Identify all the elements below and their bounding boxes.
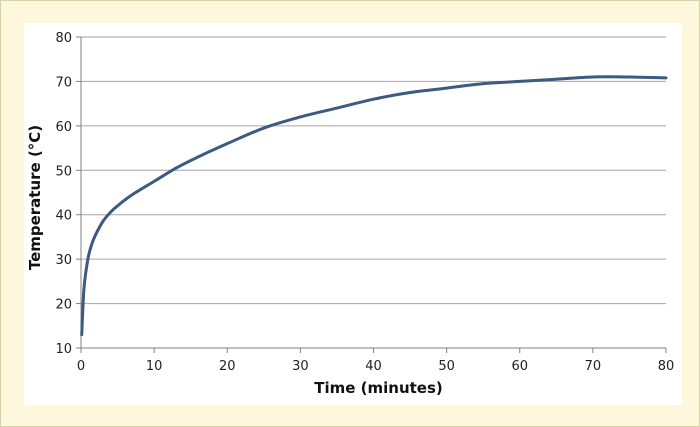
x-tick-label: 0: [77, 359, 85, 374]
x-axis-title: Time (minutes): [314, 379, 443, 397]
y-axis-title: Temperature (°C): [26, 125, 44, 270]
x-tick-label: 60: [511, 359, 528, 374]
y-tick-label: 10: [55, 342, 72, 357]
line-chart: 10 20 30 40 50 60 70 80 0 10 20 30 40 50 60 70 80 Time (…: [26, 31, 674, 397]
y-tick-label: 20: [55, 298, 72, 313]
x-tick-label: 40: [365, 359, 382, 374]
axes: [76, 36, 667, 353]
x-tick-label: 20: [219, 359, 236, 374]
y-tick-label: 30: [55, 253, 72, 268]
x-tick-label: 10: [146, 359, 163, 374]
y-tick-label: 60: [55, 120, 72, 135]
y-tick-label: 80: [55, 31, 72, 46]
x-tick-label: 80: [658, 359, 675, 374]
chart-panel: 10 20 30 40 50 60 70 80 0 10 20 30 40 50 60 70 80 Time (…: [24, 23, 682, 405]
series-layer: [80, 75, 668, 337]
x-tick-label: 70: [585, 359, 602, 374]
y-tick-label: 50: [55, 164, 72, 179]
x-tick-label: 30: [292, 359, 309, 374]
tick-labels: 10 20 30 40 50 60 70 80 0 10 20 30 40 50 60 70 80: [55, 31, 674, 374]
y-tick-label: 70: [55, 75, 72, 90]
y-tick-label: 40: [55, 209, 72, 224]
gridlines: [81, 36, 666, 305]
x-tick-label: 50: [438, 359, 455, 374]
series-line-0: [80, 75, 668, 337]
